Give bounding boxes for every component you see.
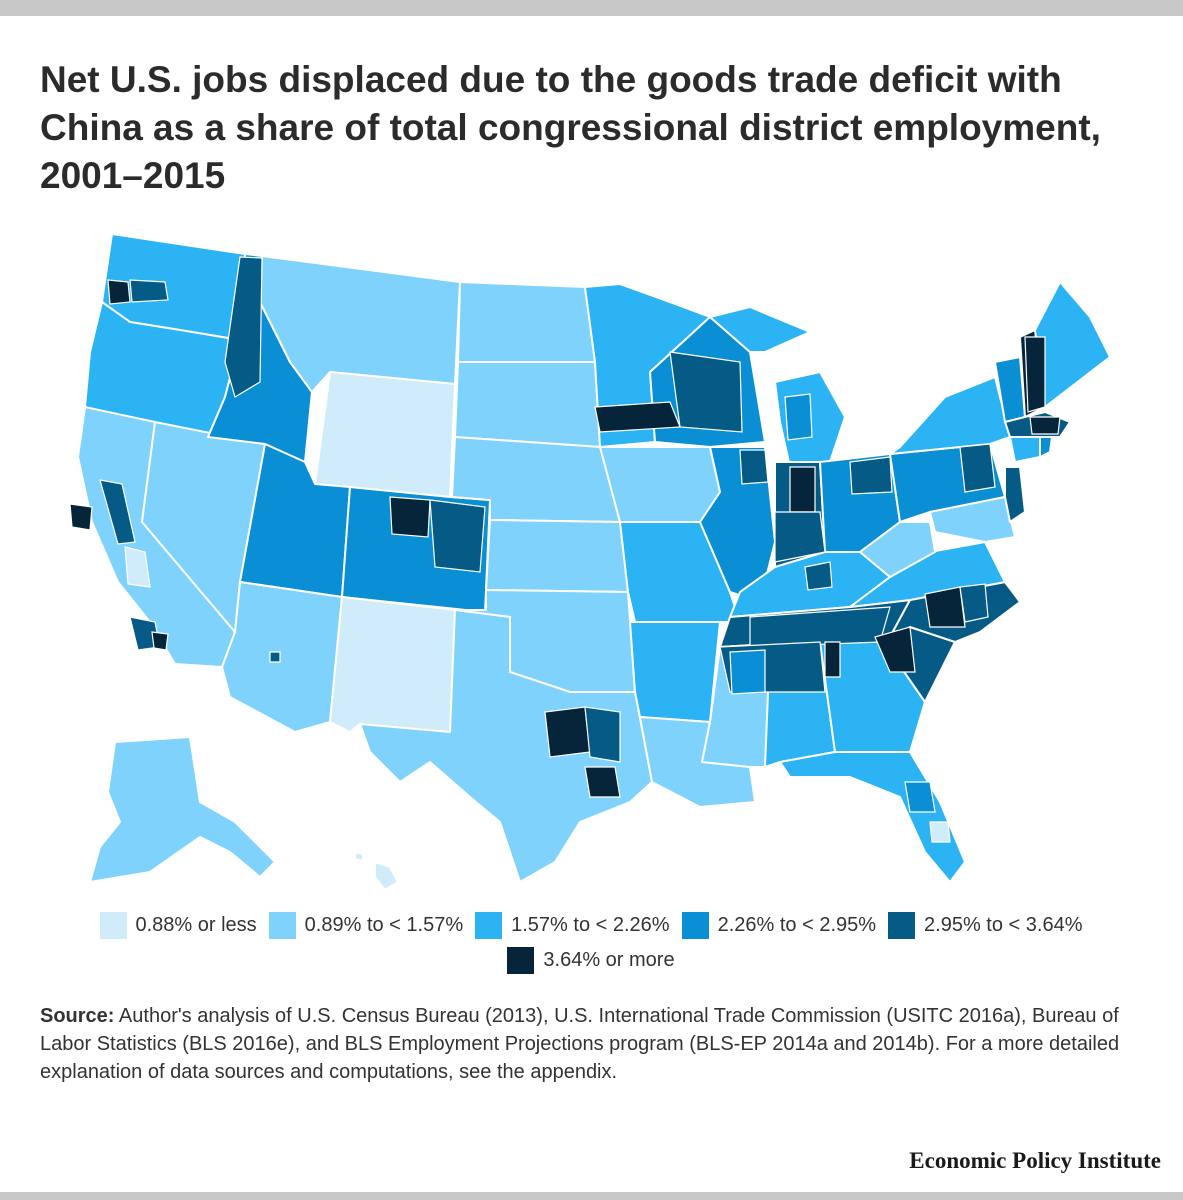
legend-label-lowest: 0.88% or less: [135, 914, 257, 936]
district-cluster-kentucky-central: [804, 561, 833, 591]
state-arizona: [221, 581, 343, 733]
district-cluster-houston: [584, 766, 621, 798]
district-cluster-wisconsin-east: [669, 351, 743, 433]
legend-swatch-lowest: [99, 912, 127, 939]
district-cluster-minnesota-se: [594, 401, 681, 433]
state-michigan-upper-peninsula: [709, 306, 811, 353]
legend-label-low: 0.89% to < 1.57%: [304, 914, 464, 936]
us-congressional-district-map: [30, 222, 1170, 902]
district-cluster-bay-area: [69, 503, 93, 531]
legend-item-lowest: 0.88% or less: [99, 912, 257, 939]
source-note: Source: Author's analysis of U.S. Census…: [40, 1002, 1150, 1086]
state-hawaii-small-island: [354, 851, 364, 862]
legend-label-medium: 1.57% to < 2.26%: [511, 914, 670, 936]
state-maryland: [929, 496, 1016, 543]
state-kansas: [485, 519, 629, 593]
district-cluster-mississippi-north: [729, 649, 766, 695]
district-cluster-indiana-south: [774, 511, 826, 563]
state-south-dakota: [454, 361, 601, 448]
legend-swatch-low: [268, 912, 296, 939]
district-cluster-texas-east: [584, 706, 621, 763]
page-title: Net U.S. jobs displaced due to the goods…: [40, 59, 1101, 196]
legend-label-very-high: 2.95% to < 3.64%: [924, 914, 1083, 936]
district-cluster-central-valley: [99, 479, 136, 545]
state-wyoming: [314, 371, 456, 498]
district-cluster-california-inland: [124, 546, 151, 588]
legend-item-very-high: 2.95% to < 3.64%: [888, 912, 1082, 939]
source-label: Source:: [40, 1005, 115, 1027]
district-cluster-illinois-north: [739, 449, 769, 485]
state-texas: [359, 609, 653, 883]
district-cluster-florida-central: [904, 781, 936, 813]
legend-item-highest: 3.64% or more: [507, 947, 675, 974]
state-iowa: [599, 446, 721, 523]
publisher-logo: Economic Policy Institute: [909, 1148, 1161, 1173]
state-arkansas: [629, 621, 721, 723]
source-text: Author's analysis of U.S. Census Bureau …: [40, 1005, 1120, 1083]
district-cluster-seattle: [107, 279, 131, 305]
district-cluster-ohio-north: [849, 456, 893, 495]
state-new-york: [889, 376, 1011, 455]
district-cluster-north-carolina-piedmont: [924, 586, 966, 628]
district-cluster-dallas: [544, 706, 591, 758]
legend-item-low: 0.89% to < 1.57%: [268, 912, 464, 939]
district-cluster-idaho-west: [224, 256, 263, 398]
state-north-dakota: [457, 281, 596, 363]
district-cluster-georgia-north: [824, 641, 841, 678]
district-cluster-massachusetts: [1029, 416, 1061, 435]
legend-swatch-medium: [475, 912, 503, 939]
district-cluster-indiana-north: [789, 466, 816, 513]
legend-item-high: 2.26% to < 2.95%: [681, 912, 877, 939]
district-cluster-new-hampshire: [1024, 336, 1046, 413]
map-legend: 0.88% or less 0.89% to < 1.57% 1.57% to …: [44, 912, 1144, 974]
legend-swatch-very-high: [888, 912, 916, 939]
district-cluster-arizona-phoenix: [269, 651, 281, 663]
legend-swatch-high: [681, 912, 709, 939]
state-new-mexico: [329, 596, 456, 733]
legend-label-highest: 3.64% or more: [543, 949, 675, 971]
district-cluster-florida-south: [929, 821, 951, 843]
district-cluster-north-carolina-east: [959, 583, 989, 623]
state-new-jersey: [1004, 466, 1026, 523]
state-rhode-island: [1039, 436, 1053, 458]
legend-item-medium: 1.57% to < 2.26%: [475, 912, 670, 939]
district-cluster-south-carolina-upstate: [874, 626, 916, 673]
district-cluster-washington-coast: [129, 279, 169, 303]
bottom-border: [0, 1192, 1183, 1200]
legend-label-high: 2.26% to < 2.95%: [717, 914, 877, 936]
state-alaska: [89, 736, 276, 883]
district-cluster-pennsylvania-east: [959, 443, 996, 493]
top-border: [0, 0, 1183, 16]
district-cluster-colorado-front-range: [389, 496, 431, 538]
legend-swatch-highest: [507, 947, 535, 974]
state-florida: [779, 751, 966, 883]
state-maine: [1034, 281, 1111, 408]
district-cluster-michigan-west: [784, 393, 813, 441]
state-west-virginia: [859, 521, 936, 578]
state-hawaii: [374, 861, 399, 891]
district-cluster-orange-county: [151, 631, 169, 651]
state-connecticut: [1009, 436, 1041, 463]
district-cluster-colorado-east: [429, 499, 486, 573]
